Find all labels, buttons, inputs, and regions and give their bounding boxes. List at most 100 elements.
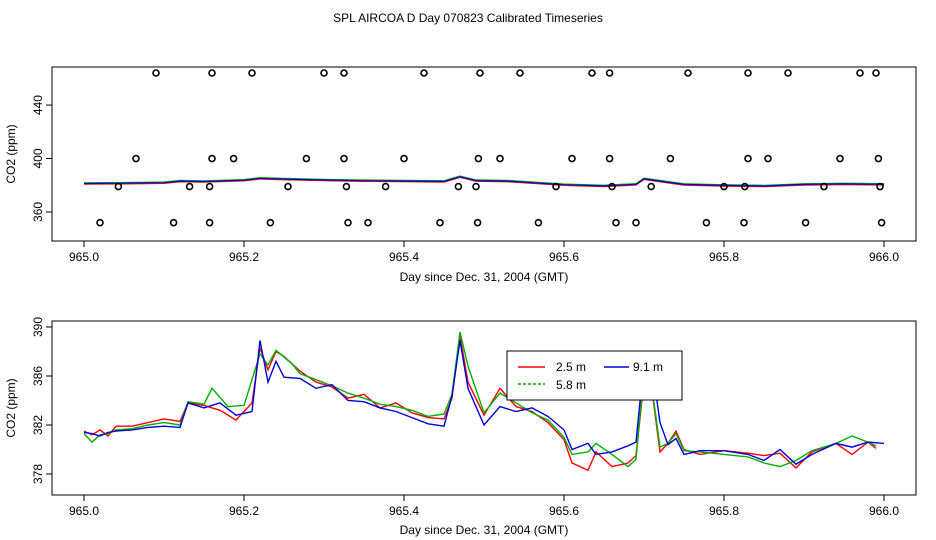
calibration-point <box>605 154 614 163</box>
calibration-point <box>169 218 178 227</box>
calibration-point <box>877 218 886 227</box>
calibration-point <box>740 218 748 227</box>
calibration-point <box>436 218 444 227</box>
calibration-point <box>632 218 640 227</box>
top-x-axis: 965.0 965.2 965.4 965.6 965.8 966.0 <box>69 240 899 264</box>
x-tick-label: 965.4 <box>389 250 419 264</box>
calibration-point <box>784 69 792 77</box>
top-plot-frame <box>51 66 917 242</box>
page-title: SPL AIRCOA D Day 070823 Calibrated Times… <box>333 11 603 25</box>
y-tick-label: 360 <box>31 202 45 222</box>
x-tick-label: 965.8 <box>709 504 739 518</box>
calibration-point <box>764 154 772 163</box>
calibration-point <box>856 69 864 77</box>
calibration-point <box>344 218 352 227</box>
calibration-point <box>96 218 104 227</box>
series-line-green <box>83 175 885 186</box>
top-x-label: Day since Dec. 31, 2004 (GMT) <box>400 270 569 284</box>
x-tick-label: 965.2 <box>229 504 259 518</box>
calibration-point <box>320 69 328 77</box>
calibration-point <box>702 218 711 227</box>
calibration-point <box>132 154 140 163</box>
calibration-point <box>420 69 428 77</box>
series-line-9-1-m <box>83 340 885 466</box>
series-line-5-8-m <box>83 331 877 468</box>
bottom-y-label: CO2 (ppm) <box>4 378 18 437</box>
calibration-point <box>302 154 311 163</box>
calibration-point <box>454 182 463 191</box>
calibration-point <box>496 154 504 163</box>
legend-label-9-1m: 9.1 m <box>633 360 663 374</box>
series-line-red <box>83 176 885 188</box>
calibration-point <box>588 69 596 77</box>
legend-box <box>506 350 683 401</box>
calibration-point <box>820 182 828 191</box>
bottom-x-axis: 965.0 965.2 965.4 965.6 965.8 966.0 <box>69 494 899 518</box>
calibration-point <box>266 218 275 227</box>
y-tick-label: 386 <box>31 366 45 386</box>
calibration-point <box>400 154 408 163</box>
calibration-point <box>185 182 194 191</box>
calibration-point <box>872 69 880 77</box>
legend: 2.5 m 5.8 m 9.1 m <box>506 350 683 401</box>
series-line-2-5-m <box>83 335 877 472</box>
calibration-point <box>874 154 883 163</box>
calibration-point <box>836 154 844 163</box>
calibration-point <box>473 218 482 227</box>
calibration-point <box>552 182 560 191</box>
calibration-point <box>340 69 348 77</box>
calibration-point <box>720 182 728 191</box>
calibration-point <box>208 154 216 163</box>
x-tick-label: 966.0 <box>869 250 899 264</box>
series-line <box>83 176 885 187</box>
calibration-point <box>229 154 238 163</box>
calibration-point <box>342 182 351 191</box>
calibration-point <box>608 182 616 191</box>
x-tick-label: 965.0 <box>69 504 99 518</box>
calibration-point <box>666 154 675 163</box>
x-tick-label: 965.6 <box>549 250 579 264</box>
top-y-label: CO2 (ppm) <box>4 124 18 183</box>
calibration-point <box>647 182 656 191</box>
legend-text-mask <box>629 359 645 374</box>
calibration-point <box>476 69 484 77</box>
calibration-point <box>474 154 483 163</box>
y-tick-label: 382 <box>31 415 45 435</box>
calibration-point <box>381 182 390 191</box>
calibration-point <box>612 218 620 227</box>
calibration-point <box>205 218 214 227</box>
calibration-point <box>284 182 292 191</box>
y-tick-label: 390 <box>31 317 45 337</box>
y-tick-label: 378 <box>31 464 45 484</box>
calibration-point <box>114 182 123 191</box>
calibration-point <box>605 69 614 77</box>
bottom-plot-frame <box>51 320 917 496</box>
legend-label-2-5m: 2.5 m <box>556 360 586 374</box>
calibration-point <box>364 218 372 227</box>
x-tick-label: 965.0 <box>69 250 99 264</box>
calibration-point <box>744 154 752 163</box>
x-tick-label: 965.4 <box>389 504 419 518</box>
bottom-panel: 965.0 965.2 965.4 965.6 965.8 966.0 378 382 386… <box>4 317 917 537</box>
top-series <box>83 69 886 227</box>
legend-label-5-8m: 5.8 m <box>556 378 586 392</box>
bottom-x-label: Day since Dec. 31, 2004 (GMT) <box>400 523 569 537</box>
bottom-y-axis: 378 382 386 390 <box>31 317 53 484</box>
x-tick-label: 965.2 <box>229 250 259 264</box>
top-panel: 965.0 965.2 965.4 965.6 965.8 966.0 360 400 440… <box>4 66 917 284</box>
calibration-point <box>205 182 214 191</box>
calibration-point <box>340 154 348 163</box>
y-tick-label: 440 <box>31 95 45 115</box>
calibration-point <box>568 154 576 163</box>
bottom-series <box>83 331 885 472</box>
calibration-point <box>744 69 752 77</box>
x-tick-label: 965.6 <box>549 504 579 518</box>
calibration-point <box>684 69 692 77</box>
y-tick-label: 400 <box>31 148 45 168</box>
calibration-point <box>152 69 160 77</box>
calibration-point <box>472 182 480 191</box>
x-tick-label: 966.0 <box>869 504 899 518</box>
calibration-point <box>740 182 749 191</box>
calibration-point <box>208 69 216 77</box>
